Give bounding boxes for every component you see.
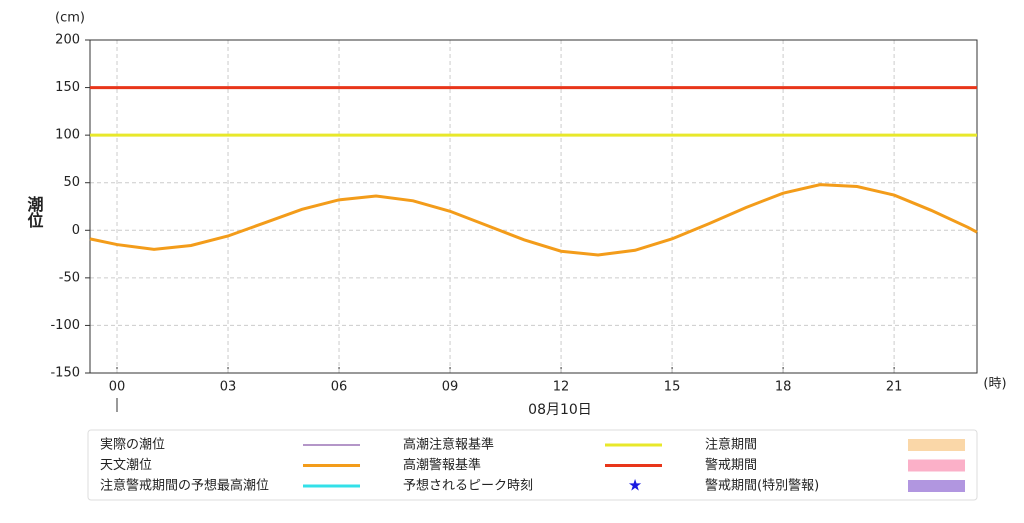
legend-label: 注意警戒期間の予想最高潮位	[100, 478, 269, 494]
legend-label: 注意期間	[705, 437, 757, 453]
x-caption: 08月10日	[528, 402, 592, 418]
y-tick-label: 100	[55, 128, 80, 143]
legend-label: 警戒期間	[705, 457, 757, 473]
x-tick-label: 00	[109, 380, 126, 395]
y-tick-label: 200	[55, 33, 80, 48]
y-tick-label: -50	[59, 270, 80, 285]
legend-swatch	[908, 439, 965, 451]
x-tick-label: 06	[331, 380, 348, 395]
y-tick-label: 50	[63, 175, 80, 190]
x-tick-label: 18	[775, 380, 792, 395]
x-tick-label: 09	[442, 380, 459, 395]
x-unit: (時)	[983, 377, 1006, 392]
y-tick-label: -100	[50, 318, 80, 333]
y-unit: (cm)	[55, 11, 85, 26]
y-tick-label: -150	[50, 366, 80, 381]
plot-frame	[89, 39, 978, 374]
x-tick-label: 12	[553, 380, 570, 395]
legend-label: 警戒期間(特別警報)	[705, 478, 819, 494]
legend-box	[87, 429, 978, 501]
legend-swatch	[908, 459, 965, 472]
y-tick-label: 0	[72, 223, 80, 238]
x-tick-label: 03	[220, 380, 237, 395]
tide-line	[89, 183, 978, 257]
x-tick-label: 21	[886, 380, 903, 395]
legend-swatch	[908, 480, 965, 492]
legend-label: 予想されるピーク時刻	[403, 478, 533, 494]
y-tick-label: 150	[55, 80, 80, 95]
y-axis-label: 潮位	[25, 195, 44, 229]
legend-label: 天文潮位	[100, 458, 152, 473]
legend-label: 高潮注意報基準	[403, 437, 494, 453]
legend-label: 高潮警報基準	[403, 457, 481, 473]
x-tick-label: 15	[664, 380, 681, 395]
legend-swatch: ★	[628, 476, 642, 495]
legend-label: 実際の潮位	[100, 437, 165, 453]
